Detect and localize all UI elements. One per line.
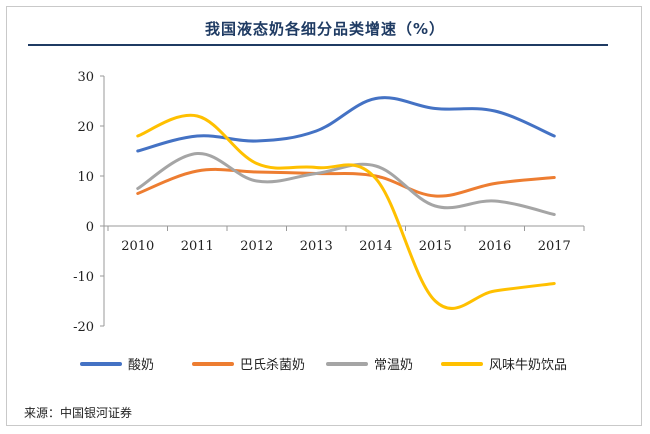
x-tick-label: 2014 — [359, 239, 392, 254]
x-tick-label: 2011 — [181, 239, 214, 254]
legend-label: 常温奶 — [374, 358, 413, 373]
series-line-0 — [136, 96, 556, 153]
series-line-1 — [136, 167, 556, 198]
x-tick-label: 2013 — [300, 239, 333, 254]
y-tick-label: -20 — [73, 320, 94, 335]
x-tick-label: 2012 — [240, 239, 273, 254]
y-tick-label: 10 — [77, 170, 94, 185]
legend-label: 风味牛奶饮品 — [489, 358, 567, 373]
legend-label: 巴氏杀菌奶 — [240, 358, 305, 373]
y-tick-label: 30 — [77, 70, 94, 85]
source-note: 来源：中国银河证券 — [24, 406, 133, 420]
y-tick-label: -10 — [73, 270, 94, 285]
y-tick-label: 20 — [77, 120, 94, 135]
legend-label: 酸奶 — [128, 358, 154, 373]
x-tick-label: 2010 — [121, 239, 154, 254]
chart-title: 我国液态奶各细分品类增速（%） — [204, 20, 446, 38]
x-tick-label: 2015 — [419, 239, 452, 254]
y-tick-label: 0 — [86, 220, 94, 235]
x-tick-label: 2016 — [478, 239, 511, 254]
chart-frame — [6, 6, 642, 426]
x-tick-label: 2017 — [538, 239, 571, 254]
title-underline — [28, 44, 608, 46]
series-line-3 — [136, 113, 556, 310]
